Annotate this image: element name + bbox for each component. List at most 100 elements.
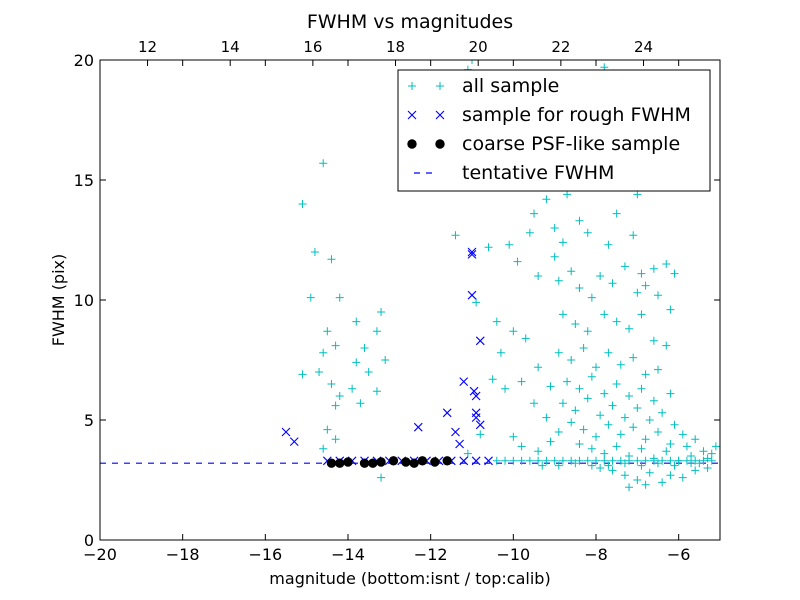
data-point — [703, 454, 712, 463]
data-point — [666, 456, 675, 465]
series-coarse-psf-like-sample — [326, 456, 452, 468]
data-point — [711, 442, 720, 451]
data-point — [583, 327, 592, 336]
data-point — [368, 458, 378, 468]
data-point — [691, 466, 700, 475]
x-tick-label: −16 — [248, 545, 282, 564]
data-point — [645, 468, 654, 477]
data-point — [678, 473, 687, 482]
x-tick-label: −20 — [83, 545, 117, 564]
data-point — [575, 456, 584, 465]
data-point — [505, 240, 514, 249]
data-point — [476, 430, 485, 439]
data-point — [319, 444, 328, 453]
data-point — [666, 471, 675, 480]
data-point — [604, 348, 613, 357]
data-point — [372, 387, 381, 396]
data-point — [666, 440, 675, 448]
data-point — [658, 456, 667, 465]
data-point — [467, 247, 477, 257]
data-point — [388, 456, 399, 466]
data-point — [401, 457, 411, 467]
data-point — [471, 456, 481, 466]
data-point — [360, 344, 369, 352]
data-point — [633, 404, 642, 412]
data-point — [583, 394, 592, 403]
legend-entry: coarse PSF-like sample — [407, 133, 680, 155]
data-point — [629, 423, 638, 432]
top-x-tick-label: 22 — [551, 38, 570, 56]
data-point — [377, 473, 386, 482]
data-point — [525, 228, 534, 237]
y-tick-label: 15 — [74, 171, 94, 190]
data-point — [554, 428, 563, 436]
y-tick-label: 0 — [84, 531, 94, 550]
x-tick-label: −18 — [166, 545, 200, 564]
data-point — [691, 456, 700, 465]
data-point — [335, 392, 344, 400]
top-x-tick-label: 18 — [386, 38, 405, 56]
data-point — [641, 456, 650, 465]
data-point — [604, 461, 613, 470]
data-point — [517, 377, 526, 386]
data-point — [687, 459, 696, 468]
data-point — [682, 456, 691, 465]
data-point — [563, 190, 572, 199]
data-point — [658, 408, 667, 417]
top-x-tick-label: 14 — [221, 38, 240, 56]
data-point — [637, 310, 646, 319]
data-point — [525, 456, 534, 465]
data-point — [579, 344, 588, 352]
top-x-tick-label: 24 — [634, 38, 653, 56]
data-point — [612, 317, 621, 326]
data-point — [649, 336, 658, 345]
data-point — [641, 281, 650, 290]
legend-marker — [436, 82, 444, 90]
legend-marker — [435, 139, 445, 149]
data-point — [558, 456, 567, 465]
data-point — [592, 363, 600, 372]
data-point — [612, 209, 621, 218]
data-point — [471, 391, 481, 401]
data-point — [620, 459, 629, 468]
data-point — [600, 456, 609, 465]
data-point — [542, 413, 551, 422]
data-point — [343, 457, 353, 467]
data-point — [331, 435, 340, 444]
data-point — [417, 456, 428, 466]
data-point — [550, 456, 559, 465]
data-point — [430, 457, 440, 467]
data-point — [513, 257, 522, 266]
data-point — [625, 324, 634, 333]
data-point — [352, 358, 361, 367]
data-point — [364, 368, 373, 376]
legend-marker — [435, 110, 445, 120]
data-point — [620, 262, 629, 271]
data-point — [475, 336, 485, 346]
data-point — [442, 456, 452, 466]
data-point — [662, 447, 671, 456]
data-point — [356, 399, 365, 408]
data-point — [558, 399, 567, 408]
data-point — [707, 449, 716, 458]
data-point — [625, 456, 634, 465]
data-point — [484, 243, 493, 252]
data-point — [534, 363, 543, 372]
legend-label: tentative FWHM — [462, 162, 614, 184]
data-point — [625, 483, 634, 492]
data-point — [592, 432, 600, 441]
data-point — [629, 231, 638, 240]
data-point — [534, 272, 543, 280]
data-point — [662, 341, 671, 350]
data-point — [649, 264, 658, 273]
top-x-tick-label: 12 — [138, 38, 157, 56]
top-x-tick-label: 20 — [469, 38, 488, 56]
data-point — [600, 449, 609, 458]
data-point — [471, 408, 481, 418]
data-point — [558, 238, 567, 247]
data-point — [546, 382, 555, 391]
data-point — [306, 293, 315, 302]
data-point — [563, 377, 572, 386]
data-point — [467, 250, 477, 259]
data-point — [567, 418, 576, 427]
